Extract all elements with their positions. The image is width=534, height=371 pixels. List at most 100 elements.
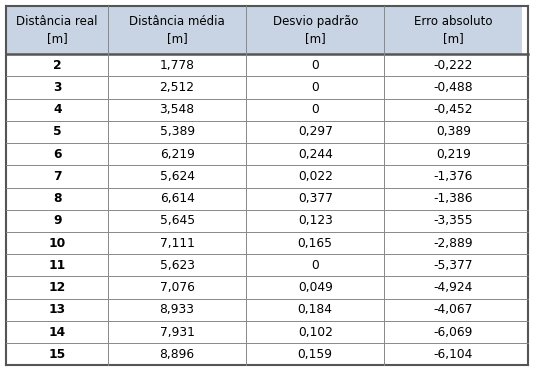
Text: 9: 9	[53, 214, 61, 227]
Text: 0,049: 0,049	[298, 281, 333, 294]
Bar	[6, 299, 108, 321]
Bar	[246, 299, 384, 321]
Bar	[6, 121, 108, 143]
Text: 8,896: 8,896	[160, 348, 195, 361]
Bar	[108, 188, 246, 210]
Bar	[384, 143, 522, 165]
Text: 6: 6	[53, 148, 61, 161]
Text: Distância real
[m]: Distância real [m]	[17, 15, 98, 45]
Bar	[246, 254, 384, 276]
Bar	[108, 143, 246, 165]
Bar	[108, 299, 246, 321]
Bar	[108, 99, 246, 121]
Text: 0: 0	[311, 103, 319, 116]
Text: 0,244: 0,244	[298, 148, 333, 161]
Bar	[384, 99, 522, 121]
Text: 7,111: 7,111	[160, 237, 194, 250]
Text: 3: 3	[53, 81, 61, 94]
Bar	[246, 188, 384, 210]
Bar	[384, 121, 522, 143]
Text: -0,488: -0,488	[434, 81, 473, 94]
Text: -0,222: -0,222	[434, 59, 473, 72]
Text: 0,165: 0,165	[298, 237, 333, 250]
Text: 0,022: 0,022	[298, 170, 333, 183]
Bar	[108, 54, 246, 76]
Text: 0,377: 0,377	[298, 192, 333, 205]
Bar	[6, 321, 108, 343]
Text: 10: 10	[49, 237, 66, 250]
Bar	[6, 210, 108, 232]
Text: -4,924: -4,924	[434, 281, 473, 294]
Text: 0: 0	[311, 59, 319, 72]
Text: 7,076: 7,076	[160, 281, 194, 294]
Bar	[384, 276, 522, 299]
Bar	[246, 99, 384, 121]
Bar	[384, 76, 522, 99]
Bar	[108, 76, 246, 99]
Bar	[246, 143, 384, 165]
Bar	[108, 321, 246, 343]
Bar	[108, 121, 246, 143]
Bar	[384, 321, 522, 343]
Text: Distância média
[m]: Distância média [m]	[129, 15, 225, 45]
Text: -4,067: -4,067	[434, 303, 473, 316]
Bar	[246, 343, 384, 365]
Text: 7: 7	[53, 170, 61, 183]
Text: 0: 0	[311, 259, 319, 272]
Text: 0,219: 0,219	[436, 148, 471, 161]
Bar	[246, 54, 384, 76]
Bar	[6, 99, 108, 121]
Text: 7,931: 7,931	[160, 326, 194, 339]
Bar	[6, 54, 108, 76]
Bar	[108, 232, 246, 254]
Bar	[6, 76, 108, 99]
Text: 0,297: 0,297	[298, 125, 333, 138]
Bar	[6, 254, 108, 276]
Text: 5: 5	[53, 125, 61, 138]
Bar	[246, 321, 384, 343]
Text: 5,623: 5,623	[160, 259, 194, 272]
Bar	[384, 54, 522, 76]
Bar	[6, 165, 108, 188]
Bar	[384, 299, 522, 321]
Text: 0: 0	[311, 81, 319, 94]
Text: 0,159: 0,159	[298, 348, 333, 361]
Bar	[384, 254, 522, 276]
Text: 11: 11	[49, 259, 66, 272]
Text: -6,069: -6,069	[434, 326, 473, 339]
Text: -5,377: -5,377	[434, 259, 473, 272]
Text: 15: 15	[49, 348, 66, 361]
Text: 0,123: 0,123	[298, 214, 333, 227]
Bar	[246, 121, 384, 143]
Text: 6,219: 6,219	[160, 148, 194, 161]
Text: 14: 14	[49, 326, 66, 339]
Text: 1,778: 1,778	[160, 59, 194, 72]
Text: 2,512: 2,512	[160, 81, 194, 94]
Bar	[6, 232, 108, 254]
Text: 3,548: 3,548	[160, 103, 195, 116]
Bar	[384, 6, 522, 54]
Bar	[246, 210, 384, 232]
Bar	[108, 165, 246, 188]
Bar	[246, 276, 384, 299]
Text: 0,389: 0,389	[436, 125, 471, 138]
Text: 0,184: 0,184	[298, 303, 333, 316]
Text: 13: 13	[49, 303, 66, 316]
Bar	[384, 232, 522, 254]
Text: -1,386: -1,386	[434, 192, 473, 205]
Text: 6,614: 6,614	[160, 192, 194, 205]
Text: 0,102: 0,102	[298, 326, 333, 339]
Text: 5,645: 5,645	[160, 214, 195, 227]
Text: 12: 12	[49, 281, 66, 294]
Bar	[6, 276, 108, 299]
Bar	[384, 343, 522, 365]
Text: -0,452: -0,452	[434, 103, 473, 116]
Bar	[246, 165, 384, 188]
Text: -1,376: -1,376	[434, 170, 473, 183]
Bar	[108, 254, 246, 276]
Bar	[384, 188, 522, 210]
Text: Desvio padrão
[m]: Desvio padrão [m]	[272, 15, 358, 45]
Bar	[246, 232, 384, 254]
Bar	[108, 6, 246, 54]
Bar	[6, 343, 108, 365]
